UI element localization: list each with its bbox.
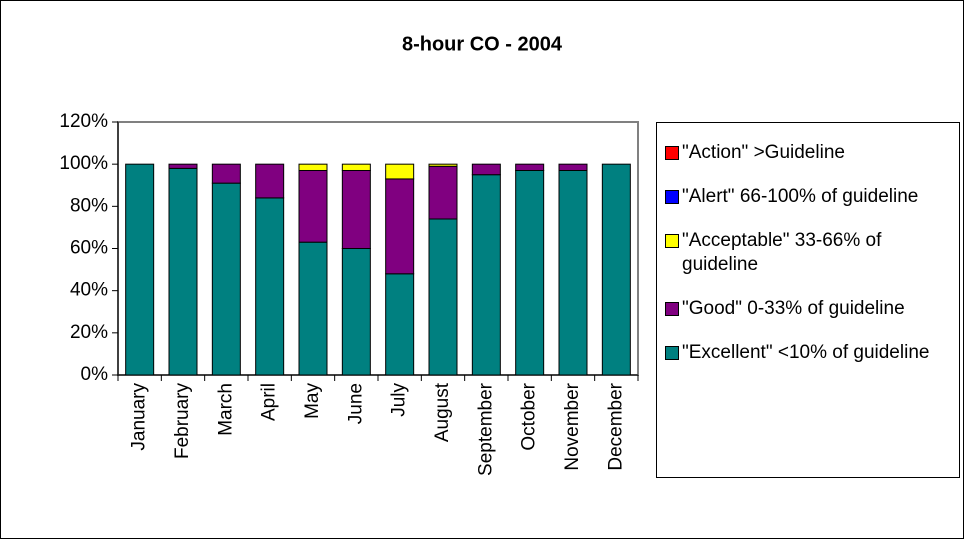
y-tick-label: 40% [70,280,108,301]
legend-label: "Acceptable" 33-66% of guideline [682,230,882,275]
bar-segment [341,163,371,171]
bar-segment [341,248,371,376]
bar-segment [125,163,155,376]
x-tick-label: September [475,382,496,476]
y-tick-label: 20% [70,322,108,343]
bar-segment [558,163,588,171]
legend-swatch [665,190,679,204]
x-tick-label: July [389,383,410,417]
chart-title: 8-hour CO - 2004 [402,33,563,55]
bar-segment [385,273,415,376]
y-tick-label: 80% [70,195,108,216]
bar-segment [428,218,458,376]
bar-segment [515,169,545,376]
legend-entry: "Alert" 66-100% of guideline [665,185,959,209]
x-tick-label: January [129,383,150,451]
x-tick-label: October [519,382,540,450]
x-tick-label: November [562,382,583,470]
legend-swatch [665,146,679,160]
y-tick-label: 60% [70,238,108,259]
bar-segment [385,178,415,275]
bar-segment [298,241,328,376]
x-tick-label: March [215,383,236,436]
bar-segment [471,163,501,176]
y-tick-label: 0% [81,364,109,385]
bar-segment [558,169,588,376]
legend-entry: "Good" 0-33% of guideline [665,297,959,321]
legend-swatch [665,302,679,316]
plot-area [117,121,639,376]
legend-label: "Action" >Guideline [682,142,845,163]
bar-segment [255,197,285,376]
legend-swatch [665,234,679,248]
legend-entry: "Excellent" <10% of guideline [665,341,959,365]
bar-segment [168,163,198,169]
x-tick-label: December [605,382,626,470]
legend-swatch [665,346,679,360]
x-tick-label: February [172,383,193,460]
bar-segment [385,163,415,180]
bar-segment [255,163,285,199]
legend: "Action" >Guideline "Alert" 66-100% of gu… [656,122,960,478]
x-tick-label: June [345,383,366,424]
bar-segment [428,163,458,167]
x-tick-label: April [259,383,280,421]
bar-segment [211,163,241,184]
legend-entry: "Acceptable" 33-66% of guideline [665,229,959,277]
bar-segment [341,169,371,249]
bar-segment [515,163,545,171]
bar-segment [601,163,631,376]
y-tick-label: 120% [59,111,108,132]
bar-segment [298,163,328,171]
y-tick-label: 100% [59,153,108,174]
bar-segment [298,169,328,243]
bar-segment [428,165,458,220]
bar-segment [471,174,501,376]
bar-segment [211,182,241,376]
legend-label: "Alert" 66-100% of guideline [682,186,919,207]
x-tick-label: May [302,383,323,419]
legend-entry: "Action" >Guideline [665,141,959,165]
bar-segment [168,167,198,376]
legend-label: "Good" 0-33% of guideline [682,298,905,319]
x-tick-label: August [432,382,453,442]
legend-label: "Excellent" <10% of guideline [682,342,930,363]
